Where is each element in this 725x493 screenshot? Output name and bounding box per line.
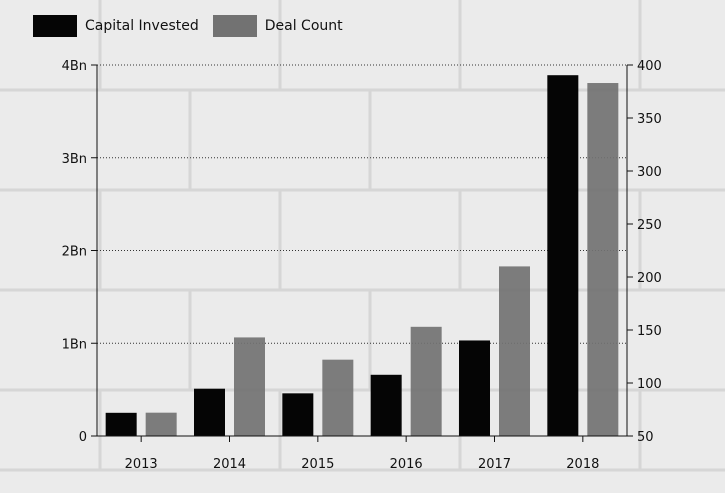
y-left-tick-label: 1Bn: [62, 337, 87, 352]
legend: Capital Invested Deal Count: [33, 15, 357, 37]
y-left-tick-label: 4Bn: [62, 59, 87, 74]
y-left-tick-label: 3Bn: [62, 152, 87, 167]
x-tick-label: 2017: [478, 457, 511, 472]
x-tick-label: 2016: [390, 457, 423, 472]
legend-label-deal-count: Deal Count: [264, 18, 343, 34]
y-left-tick-label: 0: [79, 430, 87, 445]
bar-capital-invested-2017[interactable]: [459, 340, 490, 436]
bar-deal-count-2013[interactable]: [145, 412, 177, 436]
bar-deal-count-2018[interactable]: [587, 83, 619, 437]
bar-deal-count-2014[interactable]: [234, 337, 265, 436]
bar-deal-count-2016[interactable]: [410, 326, 442, 436]
x-tick-label: 2013: [125, 457, 158, 472]
bar-capital-invested-2014[interactable]: [194, 388, 225, 436]
x-tick-label: 2014: [213, 457, 246, 472]
y-right-tick-label: 200: [637, 271, 662, 286]
bar-deal-count-2015[interactable]: [322, 359, 354, 436]
bar-capital-invested-2015[interactable]: [282, 393, 314, 436]
legend-swatch-deal-count: [212, 15, 257, 37]
legend-swatch-capital-invested: [33, 15, 77, 37]
bar-deal-count-2017[interactable]: [499, 266, 530, 436]
bar-capital-invested-2013[interactable]: [105, 412, 137, 436]
y-right-tick-label: 350: [637, 112, 662, 127]
y-left-tick-label: 2Bn: [62, 245, 87, 260]
y-right-tick-label: 250: [637, 218, 662, 233]
y-right-tick-label: 400: [637, 59, 662, 74]
legend-item-deal-count[interactable]: Deal Count: [212, 15, 343, 37]
bar-capital-invested-2018[interactable]: [547, 75, 579, 436]
legend-label-capital-invested: Capital Invested: [85, 18, 199, 34]
x-tick-label: 2015: [301, 457, 334, 472]
x-tick-label: 2018: [566, 457, 599, 472]
bar-capital-invested-2016[interactable]: [370, 374, 402, 436]
y-right-tick-label: 150: [637, 324, 662, 339]
y-right-tick-label: 50: [637, 430, 654, 445]
legend-item-capital-invested[interactable]: Capital Invested: [33, 15, 199, 37]
y-right-tick-label: 300: [637, 165, 662, 180]
y-right-tick-label: 100: [637, 377, 662, 392]
